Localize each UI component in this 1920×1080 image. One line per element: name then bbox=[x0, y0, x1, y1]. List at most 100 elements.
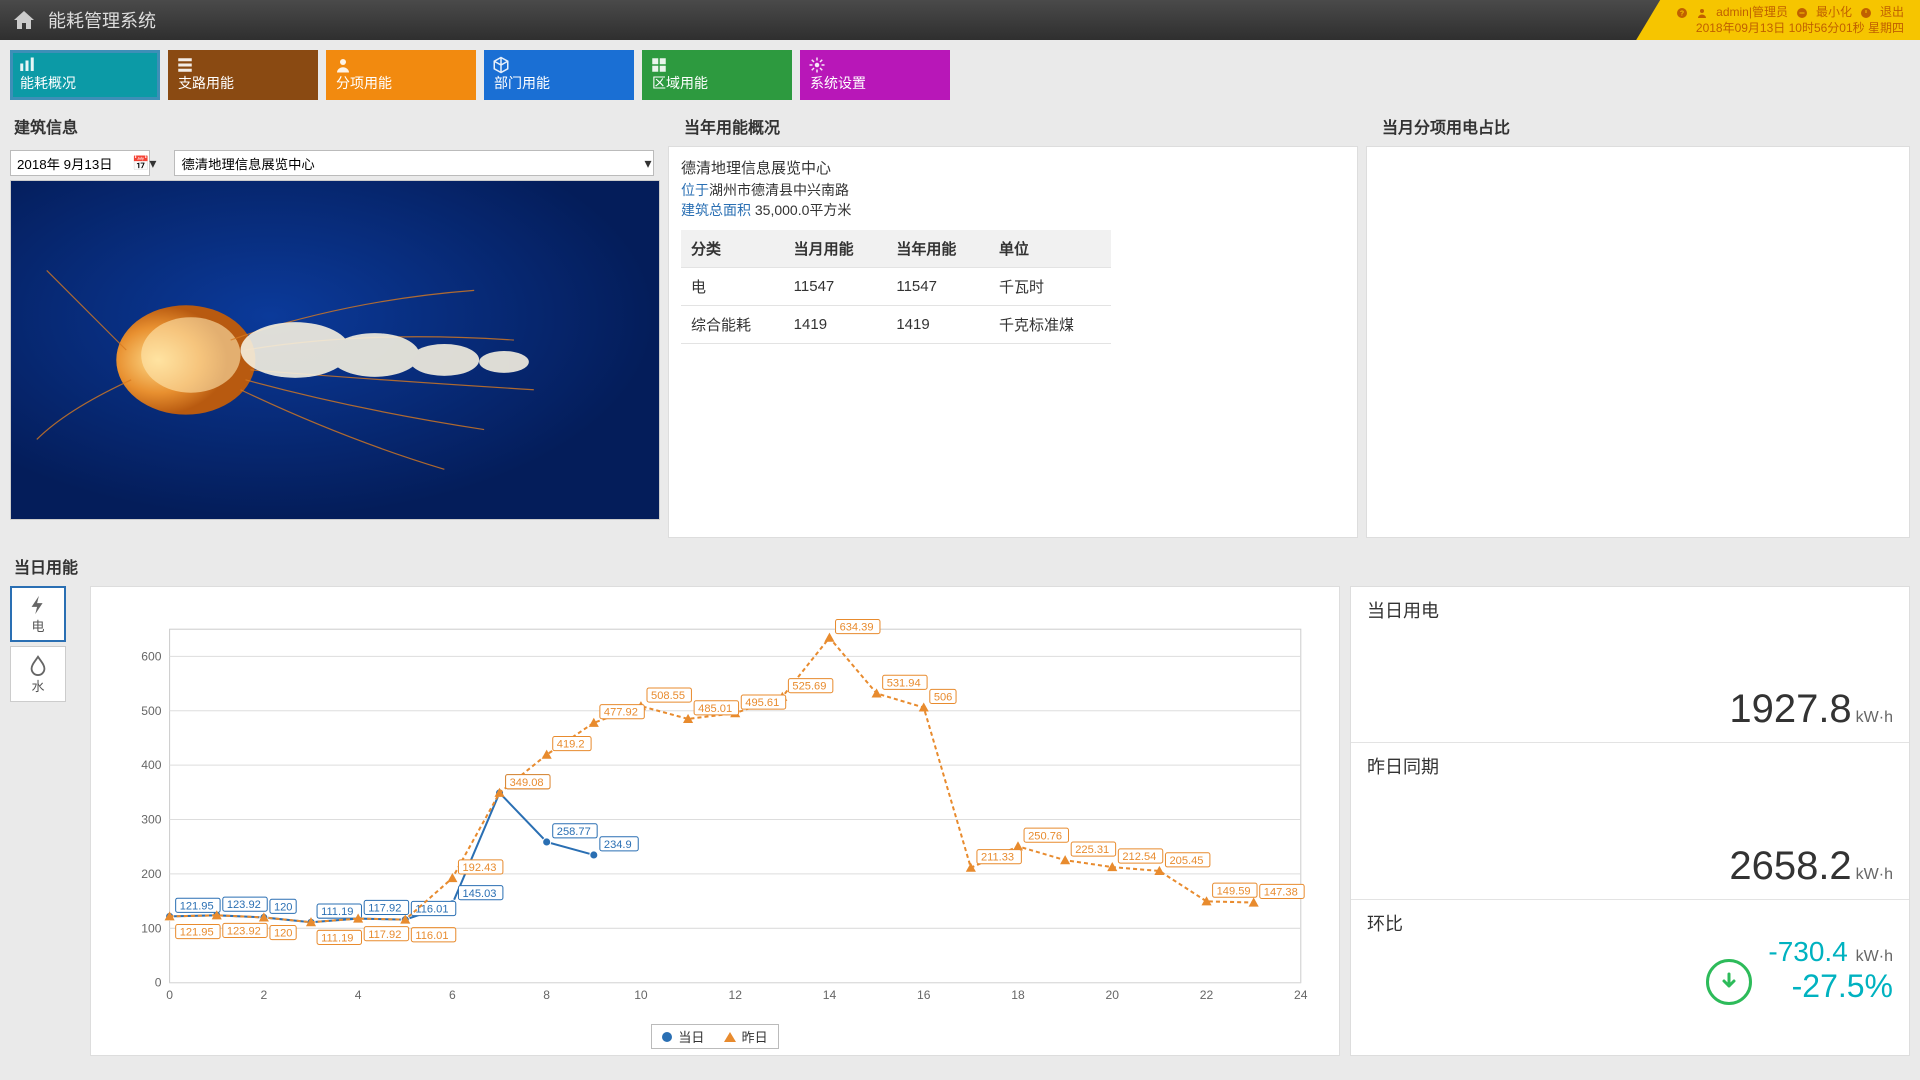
table-header: 单位 bbox=[989, 230, 1111, 268]
svg-text:508.55: 508.55 bbox=[651, 690, 685, 702]
user-strip: ? admin|管理员 最小化 退出 2018年09月13日 10时56分01秒… bbox=[1636, 0, 1920, 40]
year-overview-panel: 当年用能概况 德清地理信息展览中心 位于湖州市德清县中兴南路 建筑总面积 35,… bbox=[668, 106, 1358, 538]
app-title: 能耗管理系统 bbox=[48, 7, 156, 33]
svg-text:419.2: 419.2 bbox=[557, 739, 585, 751]
year-overview-title: 当年用能概况 bbox=[668, 106, 1358, 146]
logout-label[interactable]: 退出 bbox=[1880, 5, 1904, 21]
table-cell: 千瓦时 bbox=[989, 268, 1111, 306]
user-label[interactable]: admin|管理员 bbox=[1716, 5, 1788, 21]
home-icon[interactable] bbox=[12, 8, 36, 32]
overview-table: 分类当月用能当年用能单位 电1154711547千瓦时综合能耗14191419千… bbox=[681, 230, 1111, 344]
svg-text:192.43: 192.43 bbox=[463, 862, 497, 874]
stat-compare-pct: -27.5% bbox=[1792, 968, 1893, 1004]
svg-text:349.08: 349.08 bbox=[510, 777, 544, 789]
help-icon[interactable]: ? bbox=[1676, 5, 1688, 21]
svg-text:22: 22 bbox=[1200, 988, 1214, 1002]
svg-text:20: 20 bbox=[1106, 988, 1120, 1002]
svg-text:525.69: 525.69 bbox=[792, 681, 826, 693]
datetime-label: 2018年09月13日 10时56分01秒 星期四 bbox=[1696, 21, 1904, 37]
nav-tab-0[interactable]: 能耗概况 bbox=[10, 50, 160, 100]
svg-text:145.03: 145.03 bbox=[463, 888, 497, 900]
side-tab-water[interactable]: 水 bbox=[10, 646, 66, 702]
location-label: 位于 bbox=[681, 182, 709, 198]
svg-text:2: 2 bbox=[260, 988, 267, 1002]
side-tab-elec[interactable]: 电 bbox=[10, 586, 66, 642]
minimize-label[interactable]: 最小化 bbox=[1816, 5, 1852, 21]
svg-text:123.92: 123.92 bbox=[227, 899, 261, 911]
table-header: 分类 bbox=[681, 230, 784, 268]
nav-tab-1[interactable]: 支路用能 bbox=[168, 50, 318, 100]
svg-text:506: 506 bbox=[934, 691, 953, 703]
elec-icon bbox=[27, 594, 49, 616]
month-breakdown-panel: 当月分项用电占比 bbox=[1366, 106, 1910, 538]
nav-tab-4[interactable]: 区域用能 bbox=[642, 50, 792, 100]
minimize-icon[interactable] bbox=[1796, 5, 1808, 21]
svg-text:258.77: 258.77 bbox=[557, 826, 591, 838]
svg-text:147.38: 147.38 bbox=[1264, 886, 1298, 898]
stat-yesterday-unit: kW·h bbox=[1856, 866, 1893, 883]
svg-text:477.92: 477.92 bbox=[604, 707, 638, 719]
stat-yesterday-label: 昨日同期 bbox=[1367, 753, 1893, 779]
svg-text:250.76: 250.76 bbox=[1028, 830, 1062, 842]
svg-text:100: 100 bbox=[141, 921, 161, 935]
nav-tab-5[interactable]: 系统设置 bbox=[800, 50, 950, 100]
location-value: 湖州市德清县中兴南路 bbox=[709, 182, 849, 198]
user-icon bbox=[1696, 5, 1708, 21]
stat-today-unit: kW·h bbox=[1856, 709, 1893, 726]
stat-compare-abs: -730.4 bbox=[1768, 936, 1847, 967]
water-icon bbox=[27, 654, 49, 676]
table-header: 当月用能 bbox=[784, 230, 887, 268]
nav-tab-icon bbox=[334, 56, 352, 74]
svg-text:200: 200 bbox=[141, 867, 161, 881]
date-picker[interactable] bbox=[10, 150, 150, 176]
stat-today-value: 1927.8 bbox=[1729, 687, 1851, 731]
table-cell: 千克标准煤 bbox=[989, 306, 1111, 344]
building-image bbox=[10, 180, 660, 520]
svg-text:6: 6 bbox=[449, 988, 456, 1002]
svg-text:121.95: 121.95 bbox=[180, 927, 214, 939]
table-row: 电1154711547千瓦时 bbox=[681, 268, 1111, 306]
svg-text:12: 12 bbox=[728, 988, 742, 1002]
table-row: 综合能耗14191419千克标准煤 bbox=[681, 306, 1111, 344]
daily-line-chart: 0100200300400500600024681012141618202224… bbox=[109, 601, 1321, 1021]
stat-compare-label: 环比 bbox=[1367, 910, 1893, 936]
svg-text:111.19: 111.19 bbox=[321, 932, 353, 944]
svg-text:16: 16 bbox=[917, 988, 931, 1002]
dropdown-icon[interactable]: ▾ bbox=[644, 155, 651, 172]
table-cell: 1419 bbox=[784, 306, 887, 344]
chart-legend: 当日 昨日 bbox=[109, 1024, 1321, 1049]
svg-text:234.9: 234.9 bbox=[604, 839, 632, 851]
svg-text:117.92: 117.92 bbox=[368, 929, 401, 941]
area-value: 35,000.0平方米 bbox=[755, 202, 852, 218]
svg-text:634.39: 634.39 bbox=[840, 622, 874, 634]
logout-icon[interactable] bbox=[1860, 5, 1872, 21]
calendar-icon[interactable]: 📅▾ bbox=[132, 155, 156, 172]
down-arrow-icon bbox=[1706, 959, 1752, 1005]
side-tab-label: 电 bbox=[31, 616, 44, 635]
overview-building-name: 德清地理信息展览中心 bbox=[681, 157, 1345, 178]
svg-text:0: 0 bbox=[166, 988, 173, 1002]
top-bar: 能耗管理系统 ? admin|管理员 最小化 退出 2018年09月13日 10… bbox=[0, 0, 1920, 40]
nav-tab-icon bbox=[176, 56, 194, 74]
svg-text:123.92: 123.92 bbox=[227, 925, 261, 937]
stat-today-label: 当日用电 bbox=[1367, 597, 1893, 623]
nav-tab-icon bbox=[18, 56, 36, 74]
nav-tab-2[interactable]: 分项用能 bbox=[326, 50, 476, 100]
svg-text:116.01: 116.01 bbox=[415, 930, 448, 942]
building-info-panel: 建筑信息 📅▾ ▾ bbox=[10, 106, 660, 538]
nav-tab-icon bbox=[808, 56, 826, 74]
nav-tab-3[interactable]: 部门用能 bbox=[484, 50, 634, 100]
svg-text:149.59: 149.59 bbox=[1217, 885, 1251, 897]
svg-text:120: 120 bbox=[274, 901, 293, 913]
daily-side-tabs: 电水 bbox=[10, 586, 80, 1056]
table-cell: 电 bbox=[681, 268, 784, 306]
table-cell: 1419 bbox=[886, 306, 989, 344]
svg-text:121.95: 121.95 bbox=[180, 900, 214, 912]
building-info-title: 建筑信息 bbox=[10, 106, 660, 146]
table-cell: 11547 bbox=[784, 268, 887, 306]
svg-text:120: 120 bbox=[274, 928, 293, 940]
svg-text:211.33: 211.33 bbox=[981, 852, 1014, 864]
svg-text:600: 600 bbox=[141, 649, 161, 663]
building-select[interactable] bbox=[174, 150, 654, 176]
legend-yesterday: 昨日 bbox=[742, 1027, 768, 1046]
